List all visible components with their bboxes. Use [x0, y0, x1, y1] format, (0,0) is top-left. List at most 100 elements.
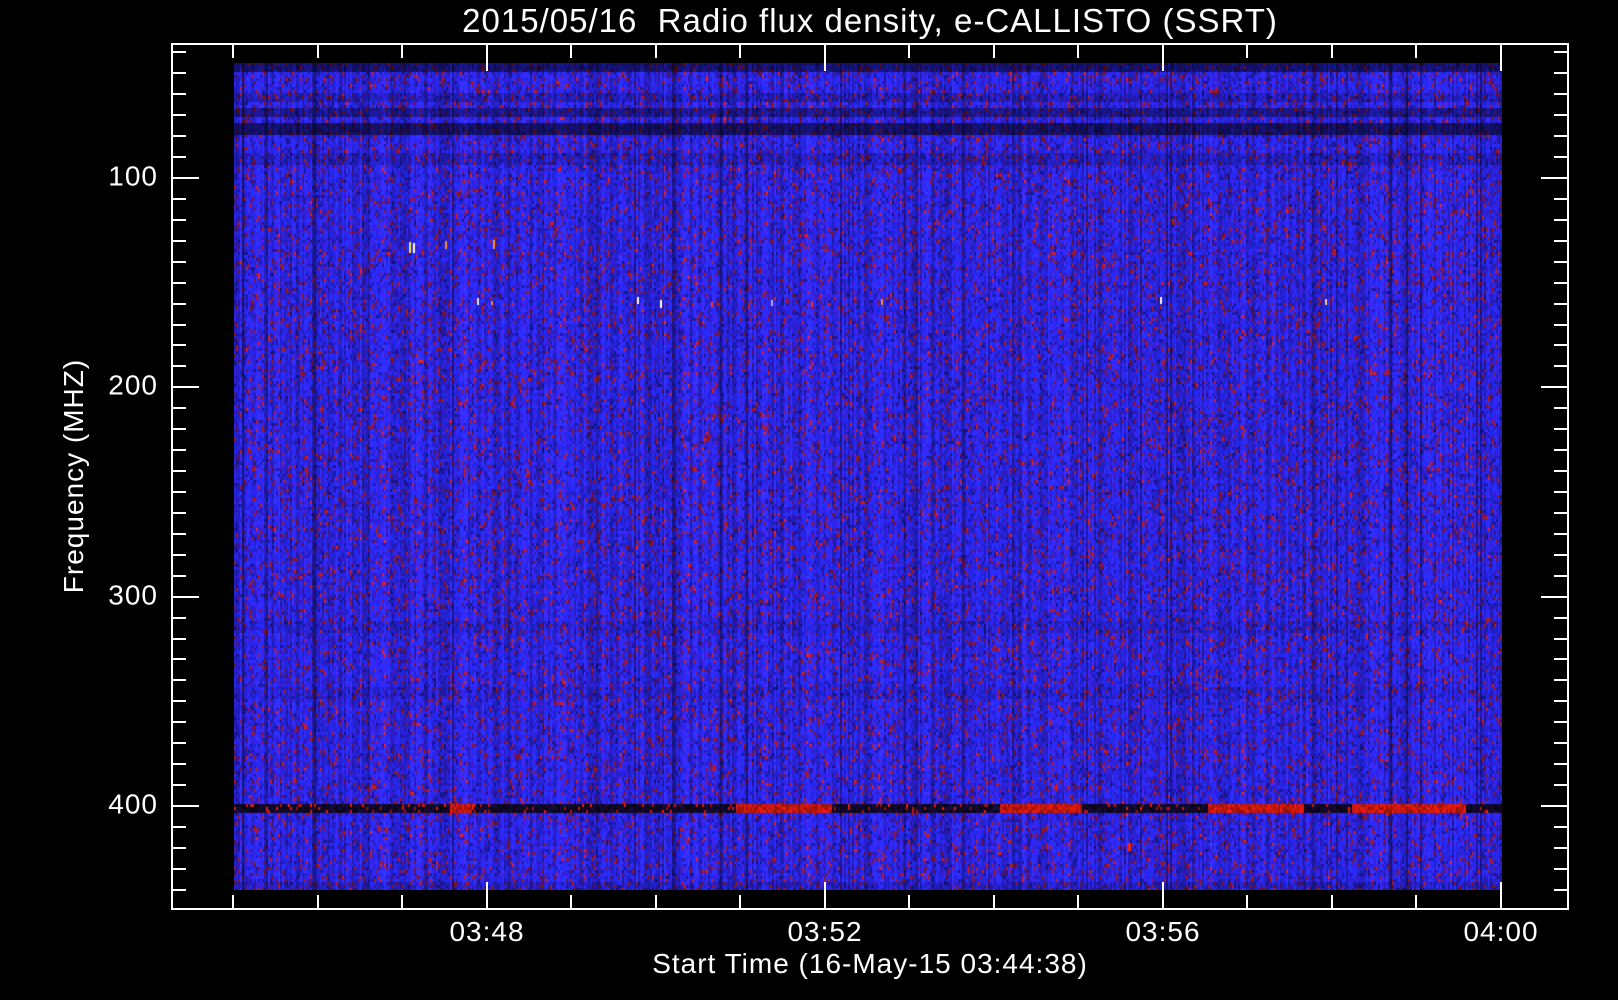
axis-tick — [1554, 554, 1567, 556]
axis-tick — [1331, 45, 1333, 58]
axis-tick — [1500, 45, 1502, 71]
axis-tick — [1554, 470, 1567, 472]
y-tick-label: 400 — [108, 788, 158, 820]
axis-tick — [173, 596, 199, 598]
spectrogram-image — [234, 63, 1502, 890]
axis-tick — [173, 114, 186, 116]
axis-tick — [173, 575, 186, 577]
axis-tick — [486, 45, 488, 71]
axis-tick — [173, 449, 186, 451]
axis-tick — [173, 324, 186, 326]
axis-tick — [1554, 742, 1567, 744]
axis-tick — [173, 198, 186, 200]
axis-tick — [173, 282, 186, 284]
axis-tick — [173, 428, 186, 430]
axis-tick — [739, 895, 741, 908]
axis-tick — [173, 261, 186, 263]
plot-title: 2015/05/16 Radio flux density, e-CALLIST… — [462, 2, 1278, 39]
axis-tick — [1554, 700, 1567, 702]
axis-tick — [1554, 679, 1567, 681]
axis-tick — [1554, 868, 1567, 870]
axis-tick — [173, 617, 186, 619]
axis-tick — [1554, 135, 1567, 137]
axis-tick — [1541, 805, 1567, 807]
axis-tick — [173, 135, 186, 137]
axis-tick — [173, 303, 186, 305]
axis-tick — [173, 826, 186, 828]
y-tick-label: 300 — [108, 579, 158, 611]
axis-tick — [173, 721, 186, 723]
axis-tick — [1554, 240, 1567, 242]
axis-tick — [173, 386, 199, 388]
y-tick-label: 200 — [108, 369, 158, 401]
axis-tick — [1077, 895, 1079, 908]
axis-tick — [1331, 895, 1333, 908]
axis-tick — [173, 554, 186, 556]
axis-tick — [1554, 93, 1567, 95]
axis-tick — [1554, 303, 1567, 305]
axis-tick — [1246, 895, 1248, 908]
axis-tick — [655, 45, 657, 58]
axis-tick — [173, 512, 186, 514]
axis-tick — [173, 847, 186, 849]
axis-tick — [824, 882, 826, 908]
axis-tick — [1554, 156, 1567, 158]
axis-tick — [1541, 177, 1567, 179]
axis-tick — [1541, 386, 1567, 388]
axis-tick — [1554, 72, 1567, 74]
axis-tick — [173, 700, 186, 702]
axis-tick — [317, 45, 319, 58]
axis-tick — [173, 679, 186, 681]
axis-tick — [173, 344, 186, 346]
axis-tick — [1554, 114, 1567, 116]
axis-tick — [1554, 344, 1567, 346]
axis-tick — [655, 895, 657, 908]
axis-tick — [1554, 721, 1567, 723]
x-tick-label: 03:56 — [1125, 916, 1201, 947]
axis-tick — [1554, 365, 1567, 367]
axis-tick — [173, 868, 186, 870]
x-tick-label: 03:48 — [449, 916, 525, 947]
x-axis-title: Start Time (16-May-15 03:44:38) — [652, 948, 1088, 979]
axis-tick — [1415, 45, 1417, 58]
axis-tick — [1554, 51, 1567, 53]
axis-tick — [232, 895, 234, 908]
axis-tick — [1554, 407, 1567, 409]
axis-tick — [739, 45, 741, 58]
axis-tick — [1554, 512, 1567, 514]
axis-tick — [173, 742, 186, 744]
axis-tick — [570, 45, 572, 58]
axis-tick — [1415, 895, 1417, 908]
axis-tick — [1554, 638, 1567, 640]
axis-tick — [1554, 449, 1567, 451]
axis-tick — [908, 895, 910, 908]
axis-tick — [570, 895, 572, 908]
axis-tick — [824, 45, 826, 71]
axis-tick — [173, 763, 186, 765]
axis-tick — [1554, 198, 1567, 200]
axis-tick — [1554, 617, 1567, 619]
axis-tick — [1554, 889, 1567, 891]
axis-tick — [1162, 882, 1164, 908]
x-tick-label: 03:52 — [787, 916, 863, 947]
axis-tick — [1554, 261, 1567, 263]
axis-tick — [173, 72, 186, 74]
axis-tick — [1554, 428, 1567, 430]
axis-tick — [173, 407, 186, 409]
axis-tick — [1554, 847, 1567, 849]
axis-tick — [1554, 219, 1567, 221]
axis-tick — [1541, 596, 1567, 598]
axis-tick — [173, 156, 186, 158]
x-tick-label: 04:00 — [1463, 916, 1539, 947]
axis-tick — [1162, 45, 1164, 71]
axis-tick — [1554, 826, 1567, 828]
axis-tick — [173, 219, 186, 221]
y-axis-title: Frequency (MHZ) — [58, 358, 89, 594]
y-tick-label: 100 — [108, 160, 158, 192]
axis-tick — [401, 895, 403, 908]
axis-tick — [173, 177, 199, 179]
axis-tick — [1500, 882, 1502, 908]
axis-tick — [993, 45, 995, 58]
axis-tick — [232, 45, 234, 58]
